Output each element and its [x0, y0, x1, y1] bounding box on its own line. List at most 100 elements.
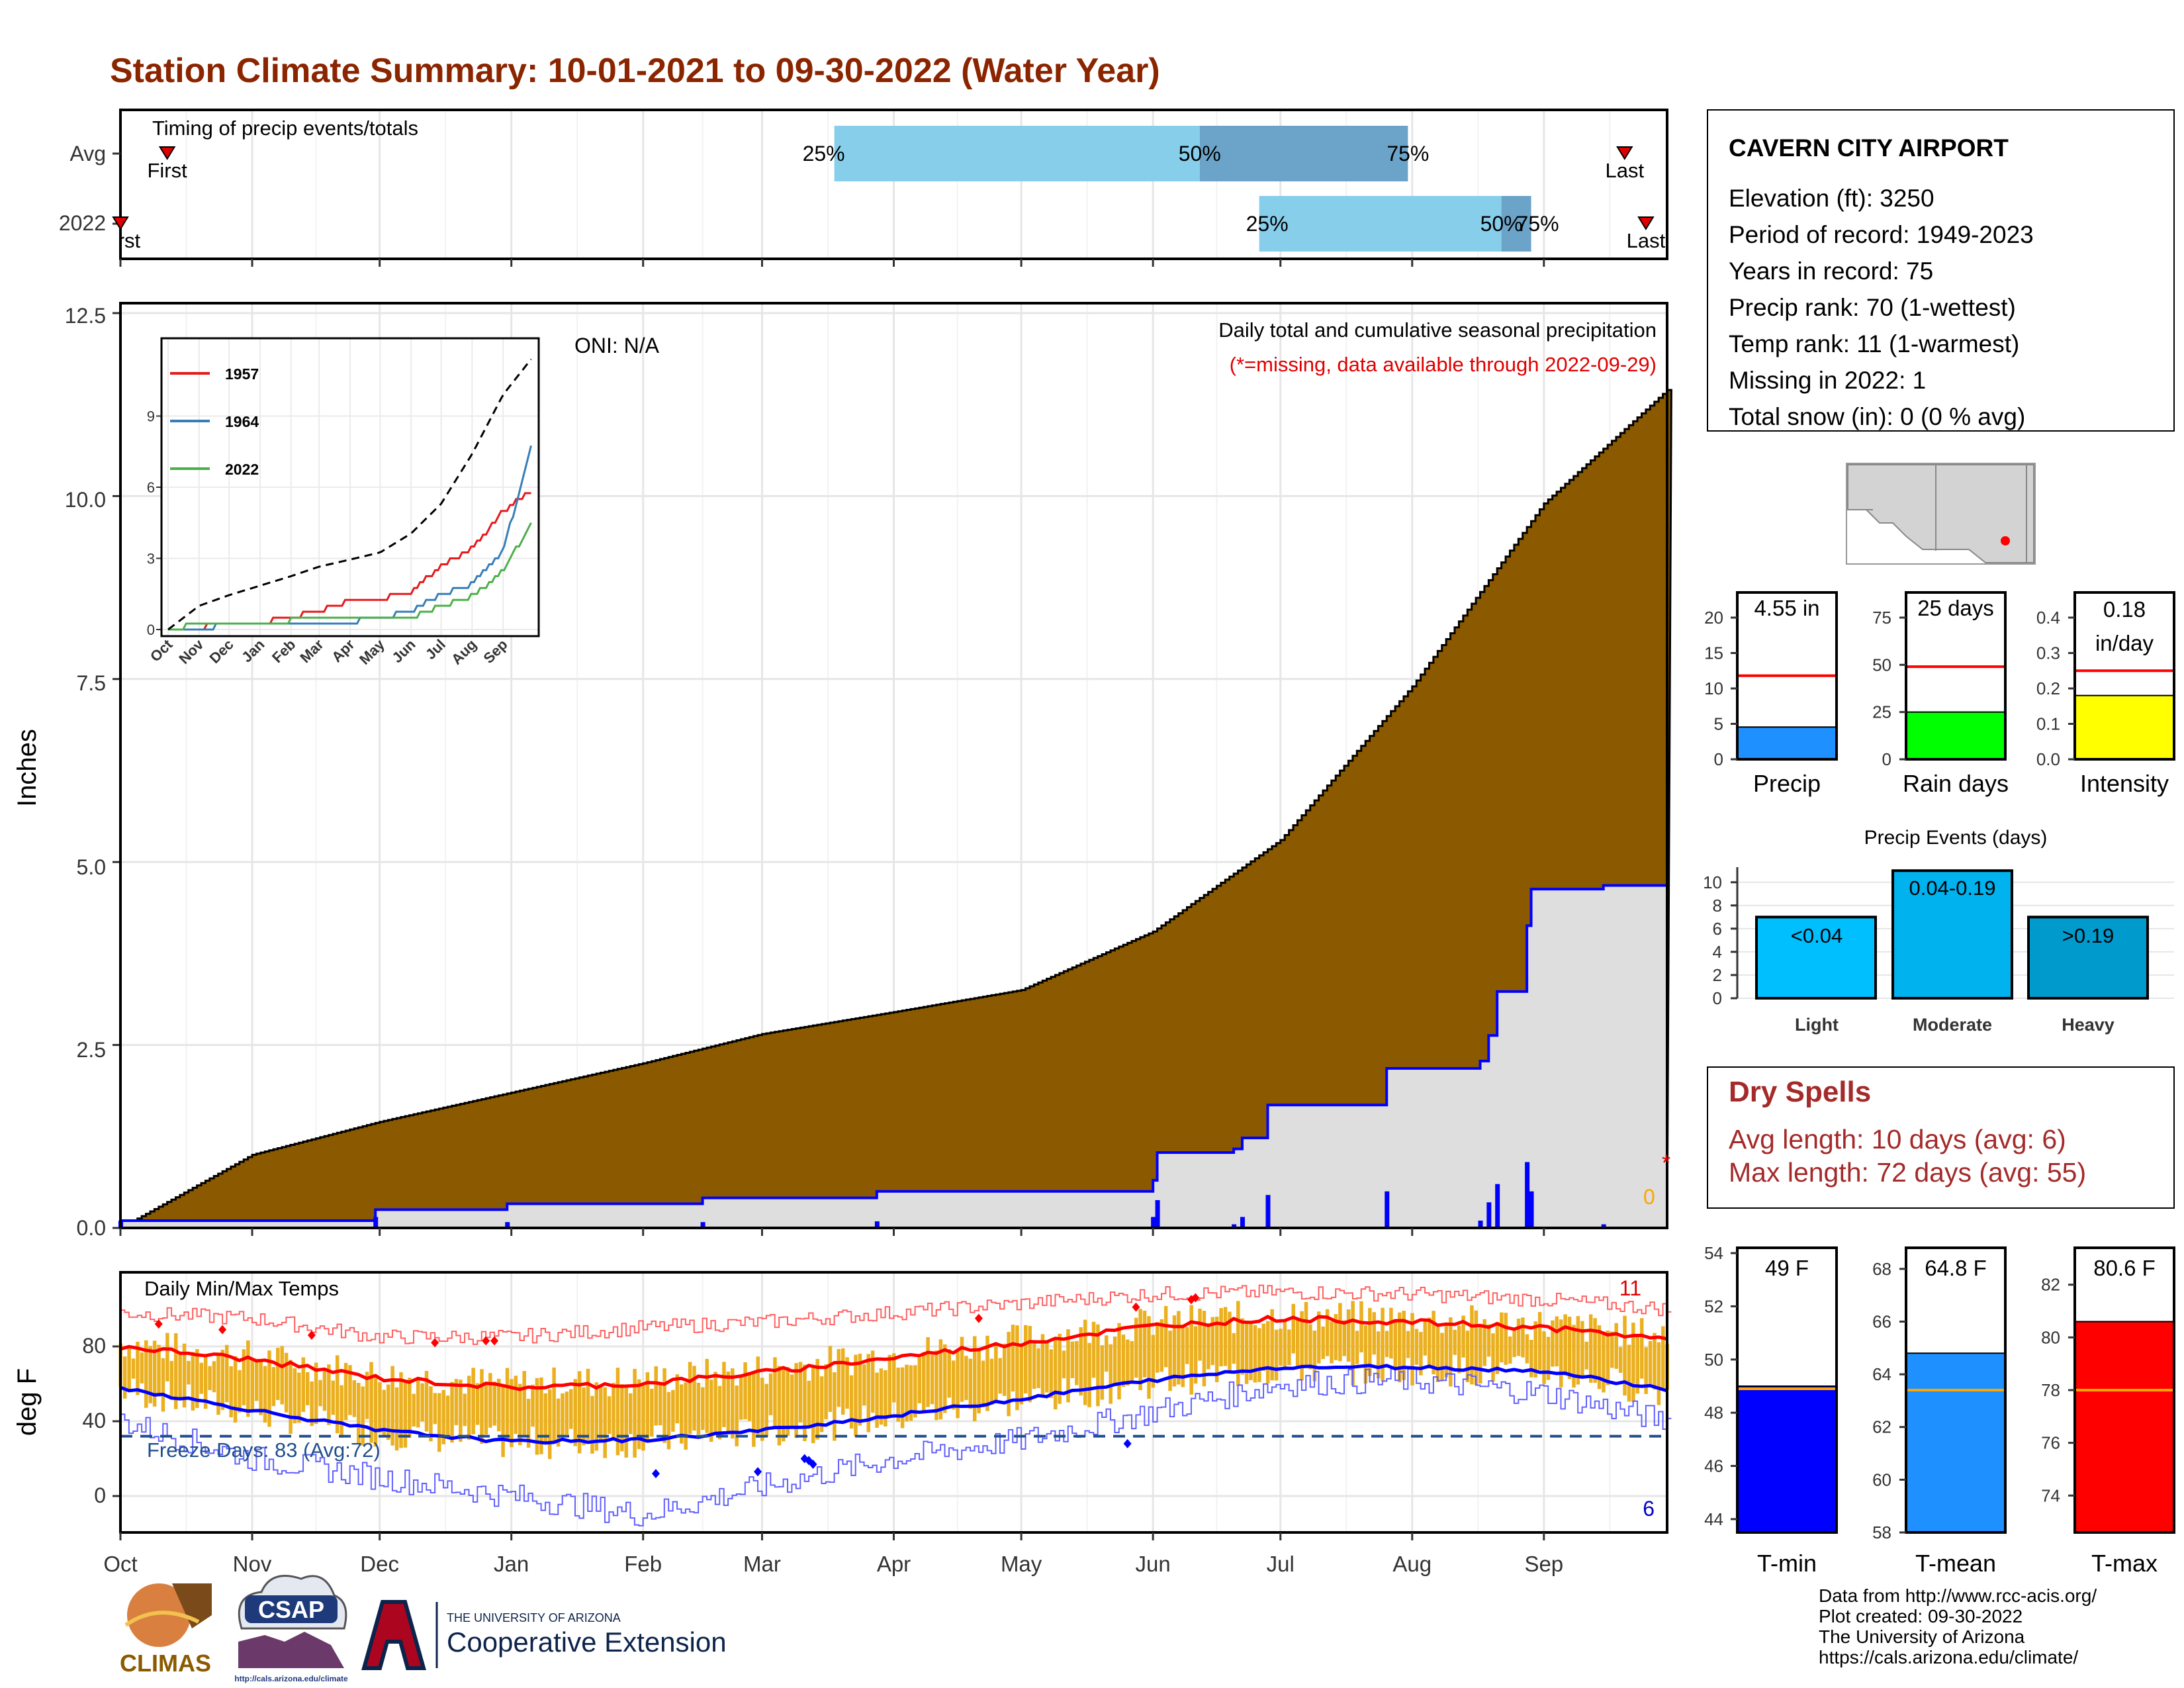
- temp-range-bar: [1236, 1301, 1240, 1386]
- month-label: Jun: [1136, 1552, 1171, 1576]
- temp-range-bar: [747, 1372, 752, 1421]
- temp-range-bar: [173, 1333, 178, 1409]
- temp-range-bar: [187, 1360, 191, 1385]
- temp-range-bar: [1376, 1331, 1381, 1379]
- temp-range-bar: [989, 1358, 994, 1405]
- daily-precip-bar: [1240, 1217, 1245, 1228]
- temp-range-bar: [1193, 1326, 1198, 1384]
- tmax-value: 80.6 F: [2093, 1256, 2156, 1280]
- temp-range-bar: [798, 1362, 803, 1423]
- mini-ytick: 20: [1704, 608, 1723, 628]
- freeze-days-label: Freeze Days: 83 (Avg:72): [147, 1438, 381, 1462]
- inset-xtick: Jun: [388, 636, 418, 666]
- temp-range-bar: [140, 1352, 144, 1383]
- footer: Data from http://www.rcc-acis.org/ Plot …: [1819, 1585, 2097, 1667]
- temp-range-bar: [445, 1395, 450, 1435]
- temp-range-bar: [1495, 1322, 1500, 1374]
- intensity-mini-y-axis: 0.0 0.1 0.2 0.3 0.4: [2036, 608, 2075, 769]
- daily-precip-bar: [1151, 1217, 1156, 1228]
- temp-range-bar: [471, 1368, 475, 1434]
- temp-range-bar: [441, 1389, 445, 1444]
- temp-range-bar: [327, 1364, 331, 1425]
- temp-range-bar: [225, 1344, 229, 1403]
- daily-precip-bar: [1525, 1162, 1530, 1228]
- temp-range-bar: [972, 1336, 977, 1421]
- temp-range-bar: [459, 1380, 463, 1442]
- temp-range-bar: [1623, 1315, 1627, 1396]
- temp-range-bar: [1512, 1331, 1516, 1358]
- temp-range-bar: [1346, 1309, 1351, 1362]
- temp-range-bar: [985, 1335, 989, 1411]
- temp-range-bar: [1606, 1331, 1610, 1385]
- temp-range-bar: [424, 1370, 429, 1432]
- temp-range-bar: [208, 1366, 212, 1390]
- temp-range-bar: [824, 1364, 828, 1420]
- temp-range-bar: [1240, 1318, 1244, 1375]
- inset-xtick: Dec: [206, 636, 236, 667]
- temp-range-bar: [229, 1366, 233, 1418]
- temp-range-bar: [1070, 1341, 1075, 1378]
- temp-range-bar: [879, 1368, 884, 1425]
- climas-mountain-icon: [172, 1583, 212, 1628]
- temp-range-bar: [977, 1348, 981, 1414]
- temp-range-bar: [612, 1382, 615, 1440]
- 2022-last-marker-icon: [1637, 216, 1655, 230]
- temp-range-bar: [938, 1339, 943, 1420]
- daily-precip-bar: [700, 1222, 705, 1228]
- temp-range-bar: [1075, 1340, 1079, 1385]
- month-label: Apr: [877, 1552, 911, 1576]
- temp-range-bar: [271, 1367, 276, 1407]
- temp-range-bar: [675, 1374, 680, 1424]
- footer-line: Data from http://www.rcc-acis.org/: [1819, 1585, 2097, 1606]
- temp-range-bar: [1312, 1331, 1317, 1382]
- temp-range-bar: [361, 1386, 365, 1446]
- climas-logo: CLIMAS: [120, 1583, 212, 1677]
- temp-range-bar: [518, 1383, 522, 1446]
- temp-bar-ytick: 74: [2041, 1485, 2060, 1505]
- daily-precip-bar: [1155, 1199, 1160, 1228]
- temp-range-bar: [1368, 1307, 1372, 1376]
- temp-range-bar: [322, 1368, 327, 1411]
- temp-range-bar: [1083, 1319, 1087, 1405]
- temp-range-bar: [752, 1372, 756, 1447]
- temp-range-bar: [1058, 1333, 1062, 1404]
- mini-ytick: 25: [1872, 702, 1891, 722]
- temp-range-bar: [679, 1384, 684, 1444]
- tmin-label: T-min: [1757, 1550, 1817, 1577]
- temp-range-bar: [956, 1349, 960, 1419]
- precip-ytick: 10.0: [65, 488, 106, 512]
- inset-xtick: Jan: [238, 636, 267, 665]
- temp-range-bar: [496, 1378, 501, 1432]
- temp-range-bar: [526, 1399, 531, 1448]
- temp-range-bar: [1521, 1317, 1525, 1358]
- events-title: Precip Events (days): [1864, 827, 2048, 849]
- temp-range-bar: [713, 1372, 717, 1434]
- dry-spells-max: Max length: 72 days (avg: 55): [1729, 1157, 2086, 1188]
- temp-range-bar: [331, 1380, 336, 1415]
- station-line: Years in record: 75: [1729, 258, 1933, 285]
- temp-range-bar: [191, 1352, 195, 1411]
- mini-ytick: 0.2: [2036, 679, 2060, 698]
- temp-range-bar: [1113, 1336, 1117, 1385]
- temp-range-bar: [152, 1340, 157, 1407]
- month-label: Feb: [624, 1552, 662, 1576]
- mini-bar-charts: 4.55 in Precip 0 5 10 15 20 25 days Rain…: [1704, 591, 2175, 797]
- temp-range-bar: [1385, 1331, 1389, 1358]
- temp-range-bar: [1261, 1323, 1266, 1371]
- temp-range-bar: [794, 1363, 798, 1438]
- temp-range-bar: [884, 1370, 887, 1427]
- mini-ytick: 15: [1704, 643, 1723, 663]
- temp-range-bar: [1449, 1317, 1453, 1387]
- timing-avg-75-label: 75%: [1387, 142, 1429, 165]
- temp-range-bar: [917, 1357, 922, 1403]
- temp-range-bar: [1032, 1341, 1036, 1389]
- precip-mini-y-axis: 0 5 10 15 20: [1704, 608, 1737, 769]
- temp-range-bar: [297, 1372, 301, 1423]
- temp-range-bar: [547, 1389, 552, 1460]
- temp-range-bar: [144, 1340, 148, 1408]
- temp-range-bar: [1351, 1301, 1355, 1385]
- temp-range-bar: [1529, 1340, 1533, 1378]
- record-low-count: 6: [1643, 1497, 1655, 1521]
- temp-range-bar: [1228, 1311, 1232, 1371]
